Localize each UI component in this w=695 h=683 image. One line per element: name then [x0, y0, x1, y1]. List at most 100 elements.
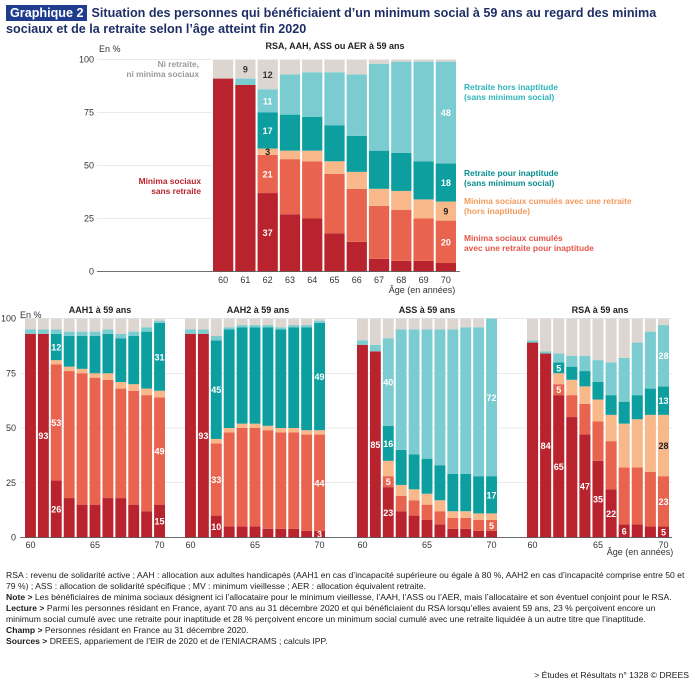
data-label: 6	[622, 526, 627, 536]
bar-segment-ms_only	[421, 519, 433, 538]
bar-segment-ms_retraite_inapt	[50, 364, 62, 481]
bar-segment-ms_only	[314, 530, 325, 538]
bar-segment-ni	[275, 318, 287, 328]
bar-segment-ms_retraite_hors	[657, 414, 669, 477]
y-tick-label: 100	[79, 55, 94, 65]
bar-segment-ms_retraite_inapt	[257, 154, 278, 194]
bar-segment-retraite_hors	[592, 360, 604, 383]
bar-segment-ms_retraite_inapt	[421, 504, 433, 520]
bar-segment-retraite_hors	[63, 331, 75, 337]
legend-ms-retraite-inapt: Minima sociaux cumulés avec une retraite …	[464, 233, 594, 253]
champ-text: Personnes résidant en France au 31 décem…	[42, 625, 249, 635]
bar-segment-ms_only	[275, 528, 287, 538]
bar-segment-ms_retraite_inapt	[644, 471, 656, 527]
bar-segment-retraite_inapt	[324, 125, 345, 162]
data-label: 22	[606, 509, 616, 519]
bar-segment-retraite_hors	[447, 329, 459, 474]
bar-segment-ms_retraite_inapt	[382, 476, 394, 488]
bar-segment-retraite_inapt	[460, 473, 472, 512]
data-label: 85	[370, 440, 380, 450]
bar-segment-ms_retraite_inapt	[288, 432, 300, 529]
bar-segment-ni	[553, 318, 565, 354]
bar-segment-ms_retraite_inapt	[435, 220, 456, 264]
bar-segment-retraite_hors	[301, 325, 313, 328]
bar-segment-ms_retraite_hors	[301, 430, 313, 435]
bar-segment-retraite_hors	[25, 329, 36, 334]
bar-segment-ms_only	[262, 528, 274, 538]
bar-segment-ms_only	[644, 526, 656, 538]
bar-segment-ni	[213, 59, 234, 79]
lecture-label: Lecture >	[6, 603, 45, 613]
y-axis-unit: En %	[20, 310, 42, 320]
bar-segment-retraite_inapt	[408, 454, 420, 490]
x-tick-label: 70	[441, 275, 451, 285]
x-tick-label: 70	[315, 540, 325, 550]
bar-segment-ms_retraite_hors	[210, 438, 222, 444]
bar-segment-retraite_hors	[434, 329, 446, 466]
bar-segment-ms_retraite_hors	[346, 171, 367, 189]
legend-retraite-hors: Retraite hors inaptitude (sans minimum so…	[464, 82, 558, 102]
bar-segment-retraite_inapt	[391, 152, 412, 191]
bar-segment-retraite_hors	[357, 340, 368, 345]
bar-segment-ni	[460, 318, 472, 328]
bar-segment-ms_only	[473, 530, 485, 538]
bar-segment-retraite_inapt	[346, 135, 367, 172]
data-label: 18	[441, 178, 451, 188]
data-label: 9	[243, 65, 248, 75]
bar-segment-retraite_hors	[618, 357, 630, 402]
bar-segment-ms_only	[618, 524, 630, 538]
bar-segment-ni	[257, 59, 278, 90]
bar-segment-ms_retraite_inapt	[566, 395, 578, 418]
bar-segment-ms_retraite_hors	[421, 493, 433, 505]
data-label: 26	[51, 505, 61, 515]
bar-segment-ms_retraite_hors	[76, 368, 88, 374]
bar-segment-ms_retraite_hors	[324, 161, 345, 174]
bar-segment-retraite_hors	[605, 362, 617, 396]
bar-segment-ms_retraite_hors	[50, 360, 62, 365]
x-tick-label: 68	[396, 275, 406, 285]
bar-segment-ms_retraite_inapt	[324, 173, 345, 234]
data-label: 20	[441, 237, 451, 247]
bar-segment-ms_retraite_hors	[89, 373, 101, 378]
bar-segment-ni	[223, 318, 235, 328]
bar-segment-ni	[141, 318, 153, 328]
bar-segment-ms_retraite_inapt	[408, 500, 420, 516]
bar-segment-ms_retraite_inapt	[115, 388, 127, 499]
bar-segment-ni	[115, 318, 127, 334]
data-label: 65	[554, 462, 564, 472]
data-label: 33	[211, 475, 221, 485]
x-tick-label: 65	[329, 275, 339, 285]
panel-title: ASS à 59 ans	[399, 305, 456, 315]
bar-segment-ms_retraite_hors	[262, 425, 274, 431]
bar-segment-ms_retraite_inapt	[346, 188, 367, 242]
bar-segment-retraite_inapt	[76, 336, 88, 369]
bar-segment-ms_retraite_inapt	[413, 218, 434, 261]
y-tick-label: 0	[89, 267, 94, 277]
bar-segment-ms_only	[369, 351, 381, 538]
bar-segment-retraite_hors	[413, 61, 434, 162]
bar-segment-ms_only	[236, 526, 248, 538]
chart-heading: Graphique 2 Situation des personnes qui b…	[6, 5, 691, 37]
bar-segment-ni	[447, 318, 459, 330]
data-label: 53	[51, 418, 61, 428]
bar-segment-ms_retraite_inapt	[301, 434, 313, 531]
bar-segment-ms_retraite_hors	[236, 423, 248, 428]
bar-segment-retraite_hors	[76, 331, 88, 337]
bar-segment-ms_retraite_hors	[275, 428, 287, 433]
bar-segment-ms_retraite_hors	[279, 150, 301, 160]
panel-title: AAH2 à 59 ans	[227, 305, 290, 315]
bar-segment-retraite_inapt	[382, 425, 394, 461]
bar-segment-retraite_hors	[460, 327, 472, 474]
bar-segment-retraite_hors	[435, 61, 456, 164]
bar-segment-ms_retraite_inapt	[236, 428, 248, 527]
data-label: 84	[541, 441, 551, 451]
bar-segment-ms_retraite_inapt	[210, 443, 222, 516]
bar-segment-retraite_hors	[540, 351, 552, 354]
x-tick-label: 61	[240, 275, 250, 285]
data-label: 93	[198, 431, 208, 441]
bar-segment-ms_only	[579, 434, 591, 538]
bar-segment-retraite_inapt	[395, 449, 407, 485]
bar-segment-ms_only	[434, 524, 446, 538]
champ-line: Champ > Personnes résidant en France au …	[6, 625, 690, 636]
